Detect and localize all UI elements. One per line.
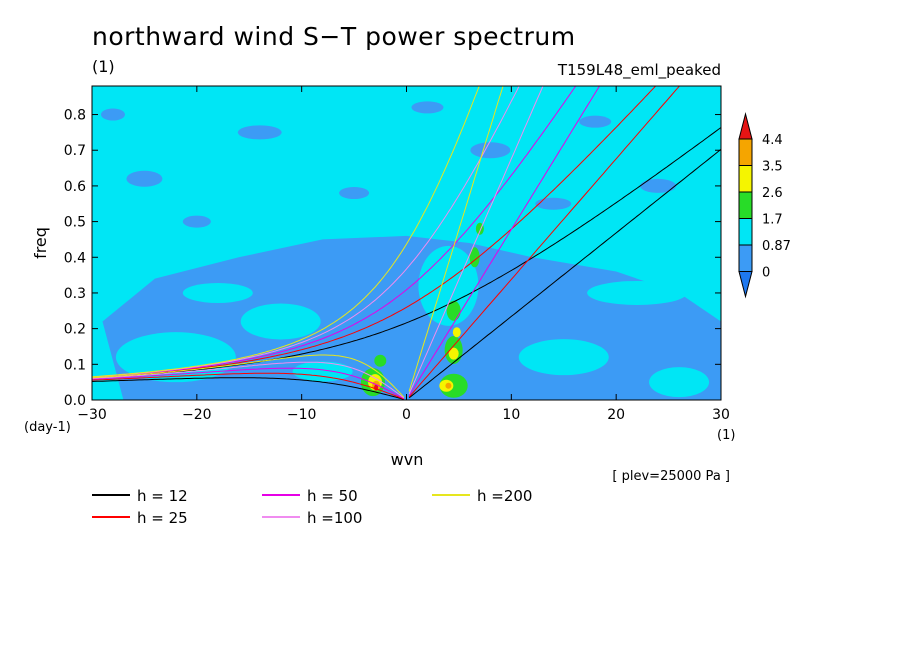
mrg-curve-h25 — [92, 86, 657, 379]
mrg-curve-h12 — [92, 127, 721, 379]
experiment-label: T159L48_eml_peaked — [557, 61, 721, 79]
kelvin-curve-h25 — [408, 86, 681, 398]
field-yellow-patch — [452, 327, 461, 338]
field-yellow-patch — [448, 347, 459, 360]
y-tick-label: 0.6 — [64, 179, 86, 195]
kelvin-curve-h12 — [408, 148, 721, 399]
x-unit-label: (1) — [717, 428, 735, 443]
field-blue-patch — [237, 125, 282, 140]
legend-label: h = 25 — [137, 509, 188, 527]
rossby-curve-h200 — [92, 354, 405, 398]
y-tick-label: 0.0 — [64, 393, 86, 409]
y-tick-label: 0.2 — [64, 322, 86, 338]
field-cyan-patch — [240, 303, 321, 340]
kelvin-curve-h200 — [408, 86, 504, 392]
colorbar-label: 2.6 — [762, 186, 783, 201]
y-tick-label: 0.5 — [64, 215, 86, 231]
rossby-curve-h100 — [92, 361, 405, 399]
x-tick-label: 30 — [712, 407, 730, 423]
x-tick-label: 10 — [502, 407, 520, 423]
units-label: (1) — [92, 57, 115, 76]
colorbar-swatch — [738, 138, 753, 166]
field-cyan-patch — [182, 282, 253, 303]
x-tick-label: 20 — [607, 407, 625, 423]
colorbar-swatch — [738, 244, 753, 272]
y-tick-label: 0.4 — [64, 250, 86, 266]
plot-area — [92, 86, 721, 400]
mrg-curve-h50 — [92, 86, 577, 378]
pressure-level-label: [ plev=25000 Pa ] — [612, 469, 730, 484]
field-cyan-patch — [587, 280, 688, 305]
y-tick-label: 0.8 — [64, 108, 86, 124]
colorbar-label: 4.4 — [762, 133, 783, 148]
field-blue-patch — [339, 187, 370, 200]
colorbar-label: 3.5 — [762, 160, 783, 175]
y-tick-label: 0.7 — [64, 143, 86, 159]
colorbar-swatch — [738, 165, 753, 193]
colorbar-label: 0.87 — [762, 239, 791, 254]
colorbar: 0 0.87 1.7 2.6 3.5 4.4 — [738, 112, 791, 299]
x-tick-label: −30 — [77, 407, 107, 423]
kelvin-curve-h100 — [408, 86, 544, 395]
field-blue-patch — [411, 101, 444, 114]
y-unit-label: (day-1) — [24, 420, 71, 435]
x-axis-title: wvn — [391, 450, 424, 469]
x-tick-label: −10 — [287, 407, 317, 423]
colorbar-extend-bottom — [738, 271, 753, 299]
field-blue-patch — [579, 115, 612, 128]
x-tick-label: −20 — [182, 407, 212, 423]
legend-label: h = 50 — [307, 487, 358, 505]
rossby-curve-h12 — [92, 377, 405, 400]
y-tick-label: 0.3 — [64, 286, 86, 302]
field-green-patch — [374, 354, 387, 367]
x-tick-label: 0 — [402, 407, 411, 423]
field-green-patch — [439, 373, 468, 398]
field-blue-patch — [535, 197, 572, 210]
colorbar-swatch — [738, 218, 753, 246]
y-axis-title: freq — [31, 227, 50, 259]
colorbar-label: 1.7 — [762, 213, 783, 228]
rossby-curve-h50 — [92, 367, 405, 400]
legend-label: h =100 — [307, 509, 362, 527]
colorbar-label: 0 — [762, 266, 770, 281]
mrg-curve-h200 — [92, 86, 480, 378]
chart-title: northward wind S−T power spectrum — [92, 22, 576, 51]
field-blue-patch — [100, 108, 125, 121]
legend-label: h =200 — [477, 487, 532, 505]
field-blue-patch — [126, 170, 163, 187]
field-cyan-patch — [292, 361, 353, 382]
colorbar-swatch — [738, 191, 753, 219]
kelvin-curve-h50 — [408, 86, 601, 396]
field-cyan-patch — [518, 339, 609, 376]
y-tick-label: 0.1 — [64, 357, 86, 373]
field-cyan-patch — [649, 367, 710, 398]
field-blue-patch — [182, 215, 211, 228]
axes: −30 −20 −10 0 10 20 30 0.0 0.1 0.2 0.3 0.4 0.5 0.6 0.7… — [24, 86, 735, 469]
field-blue-patch — [640, 178, 677, 193]
legend: h = 12 h = 25 h = 50 h =100 h =200 — [92, 487, 532, 527]
colorbar-extend-top — [738, 112, 753, 140]
legend-label: h = 12 — [137, 487, 188, 505]
field-orange-patch — [445, 382, 452, 389]
rossby-curve-h25 — [92, 372, 405, 400]
field-blue-patch — [470, 142, 511, 159]
field-green-patch — [446, 300, 461, 321]
